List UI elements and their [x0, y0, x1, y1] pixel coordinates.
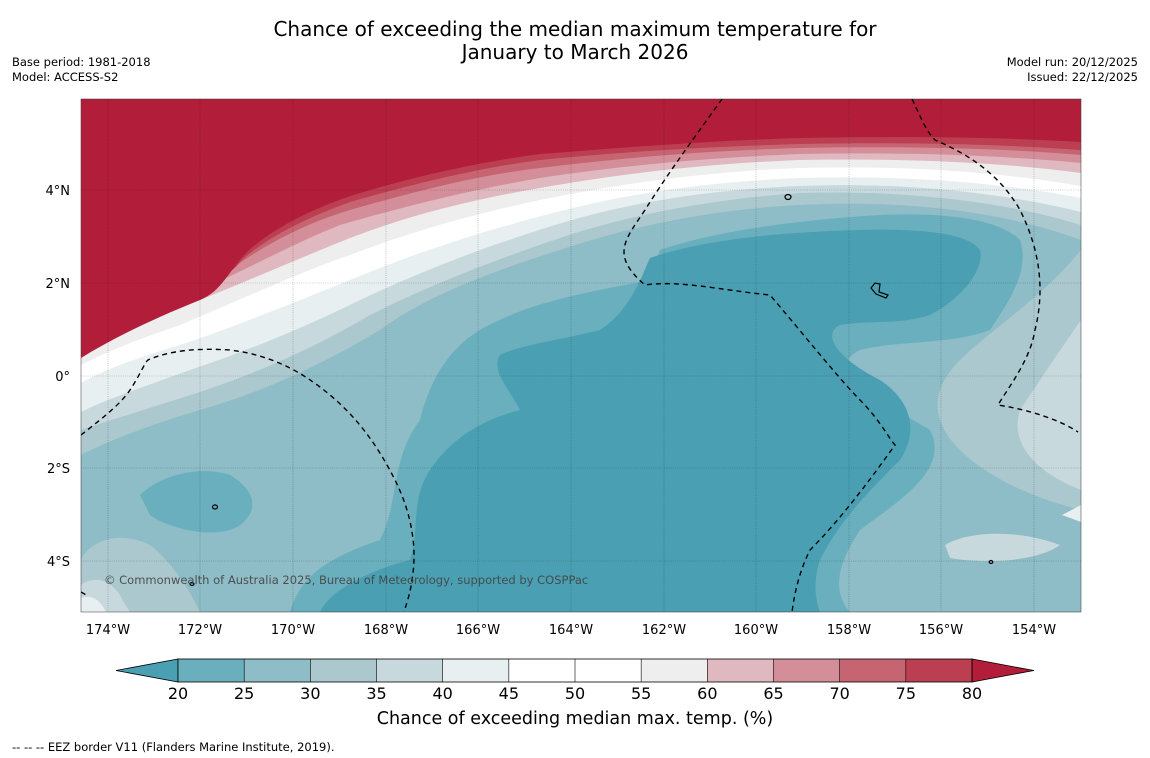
lon-tick-label: 166°W: [456, 623, 500, 638]
lon-tick-label: 174°W: [86, 623, 130, 638]
lon-tick-label: 156°W: [919, 623, 963, 638]
colorbar-label: Chance of exceeding median max. temp. (%…: [376, 709, 774, 729]
meta-right: Model run: 20/12/2025 Issued: 22/12/2025: [1007, 55, 1138, 85]
issued-date: Issued: 22/12/2025: [1027, 70, 1138, 84]
colorbar-segment: [707, 659, 774, 682]
graticule: [81, 99, 1081, 612]
colorbar-segment: [508, 659, 576, 682]
lat-tick-label: 4°S: [47, 555, 70, 570]
colorbar-segment: [575, 659, 642, 682]
shading-se-35-40: [945, 533, 1060, 562]
colorbar-tick-label: 35: [366, 684, 386, 703]
title-line-2: January to March 2026: [461, 40, 689, 64]
lat-tick-labels: 4°N 2°N 0° 2°S 4°S: [46, 184, 71, 570]
base-period: Base period: 1981-2018: [12, 55, 151, 69]
lon-tick-label: 158°W: [827, 623, 871, 638]
colorbar-segment: [376, 659, 444, 682]
shading-0-20: [320, 229, 981, 612]
copyright-notice: © Commonwealth of Australia 2025, Bureau…: [104, 573, 588, 587]
colorbar-segment: [442, 659, 510, 682]
shading-west-blob: [140, 471, 253, 533]
lon-tick-label: 164°W: [549, 623, 593, 638]
colorbar-extend-high: [971, 658, 1035, 683]
colorbar-segment: [773, 659, 841, 682]
map-area: © Commonwealth of Australia 2025, Bureau…: [81, 99, 1081, 612]
lon-tick-label: 154°W: [1012, 623, 1056, 638]
colorbar-extend-low: [115, 658, 179, 683]
lon-tick-labels: 174°W 172°W 170°W 168°W 166°W 164°W 162°…: [86, 623, 1056, 638]
colorbar-segment: [178, 659, 245, 682]
colorbar-tick-label: 25: [234, 684, 254, 703]
islands: [189, 193, 994, 587]
colorbar-tick-label: 45: [499, 684, 519, 703]
colorbar-tick-label: 30: [300, 684, 320, 703]
colorbar-tick-label: 20: [168, 684, 188, 703]
model-run: Model run: 20/12/2025: [1006, 55, 1138, 69]
shading-sw-white: [81, 596, 106, 612]
lon-tick-label: 168°W: [364, 623, 408, 638]
shading-east-40-45: [1062, 505, 1081, 522]
lat-tick-label: 2°N: [46, 277, 71, 292]
colorbar-segment: [244, 659, 311, 682]
meta-left: Base period: 1981-2018 Model: ACCESS-S2: [12, 55, 151, 85]
colorbar-segment: [905, 659, 973, 682]
colorbar-tick-label: 65: [763, 684, 783, 703]
lon-tick-label: 162°W: [642, 623, 686, 638]
chart-title: Chance of exceeding the median maximum t…: [0, 18, 1150, 64]
model-name: Model: ACCESS-S2: [12, 70, 119, 84]
colorbar-segment: [310, 659, 377, 682]
lat-tick-label: 4°N: [46, 184, 71, 199]
title-line-1: Chance of exceeding the median maximum t…: [273, 17, 877, 41]
colorbar-tick-label: 60: [697, 684, 717, 703]
footnote: -- -- -- EEZ border V11 (Flanders Marine…: [12, 740, 335, 754]
shading-east-35-40: [1017, 320, 1081, 490]
colorbar-tick-label: 40: [432, 684, 452, 703]
colorbar-tick-label: 70: [829, 684, 849, 703]
colorbar-segment: [839, 659, 907, 682]
lon-tick-label: 160°W: [734, 623, 778, 638]
lat-tick-label: 2°S: [47, 462, 70, 477]
lat-tick-label: 0°: [55, 370, 70, 385]
lon-tick-label: 172°W: [178, 623, 222, 638]
colorbar-segment: [641, 659, 708, 682]
map-frame: [80, 98, 1082, 613]
eez-borders: [81, 99, 1079, 612]
colorbar-tick-label: 50: [565, 684, 585, 703]
shading-north-max: [81, 99, 1081, 358]
colorbar-tick-label: 75: [896, 684, 916, 703]
colorbar-tick-label: 55: [631, 684, 651, 703]
colorbar-tick-label: 80: [962, 684, 982, 703]
colorbar: 20 25 30 35 40 45 50 55 60 65 70 75 80: [115, 658, 1035, 703]
lon-tick-label: 170°W: [271, 623, 315, 638]
